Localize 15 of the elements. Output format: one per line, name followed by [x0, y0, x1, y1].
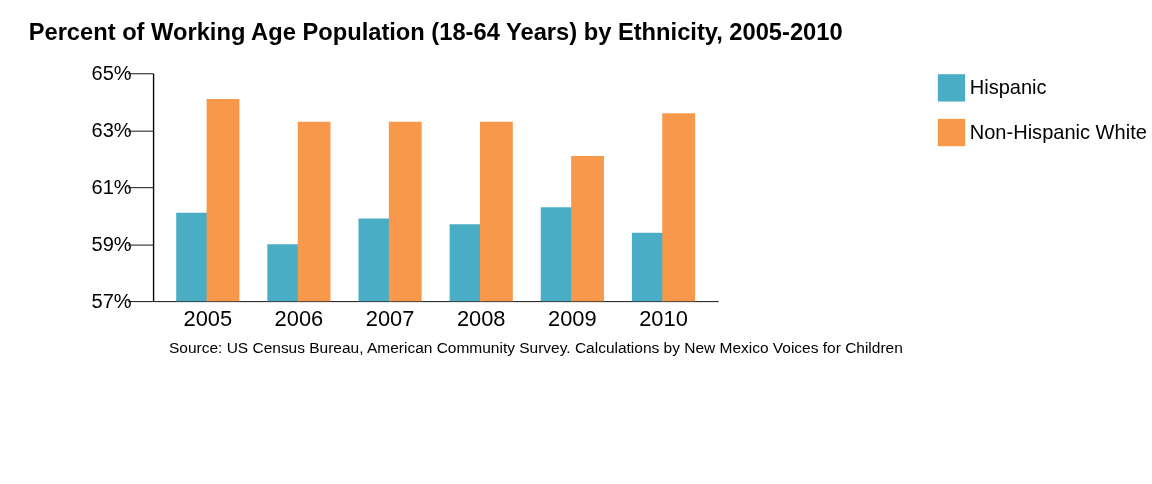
x-tick-label: 2008 — [456, 306, 506, 332]
x-tick-label: 2006 — [274, 306, 324, 332]
x-tick-label: 2010 — [639, 306, 688, 332]
chart-title: Percent of Working Age Population (18-64 Years) by Ethnicity, 2005-2010 — [28, 19, 843, 46]
y-tick-label: 57% — [91, 289, 132, 312]
y-tick-label: 61% — [91, 176, 132, 199]
x-tick-label: 2009 — [548, 306, 597, 332]
legend-label: Non-Hispanic White — [969, 120, 1147, 143]
y-tick-label: 59% — [91, 233, 132, 256]
legend-label: Hispanic — [969, 76, 1047, 99]
x-tick-label: 2007 — [365, 306, 415, 332]
source-note: Source: US Census Bureau, American Community Survey. Calculations by New Mexico Voices for Children — [168, 339, 903, 357]
x-tick-label: 2005 — [183, 306, 233, 332]
y-tick-label: 65% — [91, 62, 132, 85]
y-tick-label: 63% — [91, 119, 132, 142]
